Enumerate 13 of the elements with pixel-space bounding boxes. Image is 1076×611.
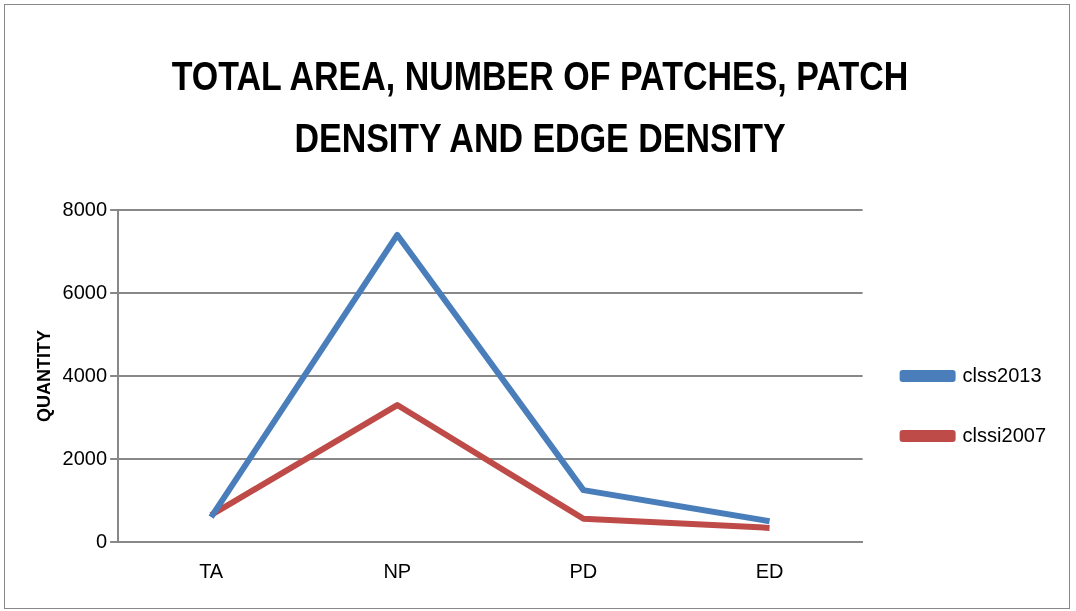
x-tick-label: ED — [755, 559, 784, 582]
y-tick-label: 8000 — [62, 197, 108, 220]
x-tick-label: NP — [383, 559, 412, 582]
chart-title: TOTAL AREA, NUMBER OF PATCHES, PATCH DENSITY AND EDGE DENSITY — [170, 53, 910, 162]
y-tick-label: 4000 — [62, 363, 108, 386]
x-tick-label: PD — [569, 559, 598, 582]
x-tick-label: TA — [199, 559, 224, 582]
y-tick-label: 6000 — [62, 280, 108, 303]
legend-label: clss2013 — [962, 363, 1042, 386]
y-tick-label: 0 — [95, 529, 108, 552]
y-tick-label: 2000 — [62, 446, 108, 469]
y-axis-title: QUANTITY — [33, 330, 54, 422]
legend-label: clssi2007 — [962, 423, 1047, 446]
